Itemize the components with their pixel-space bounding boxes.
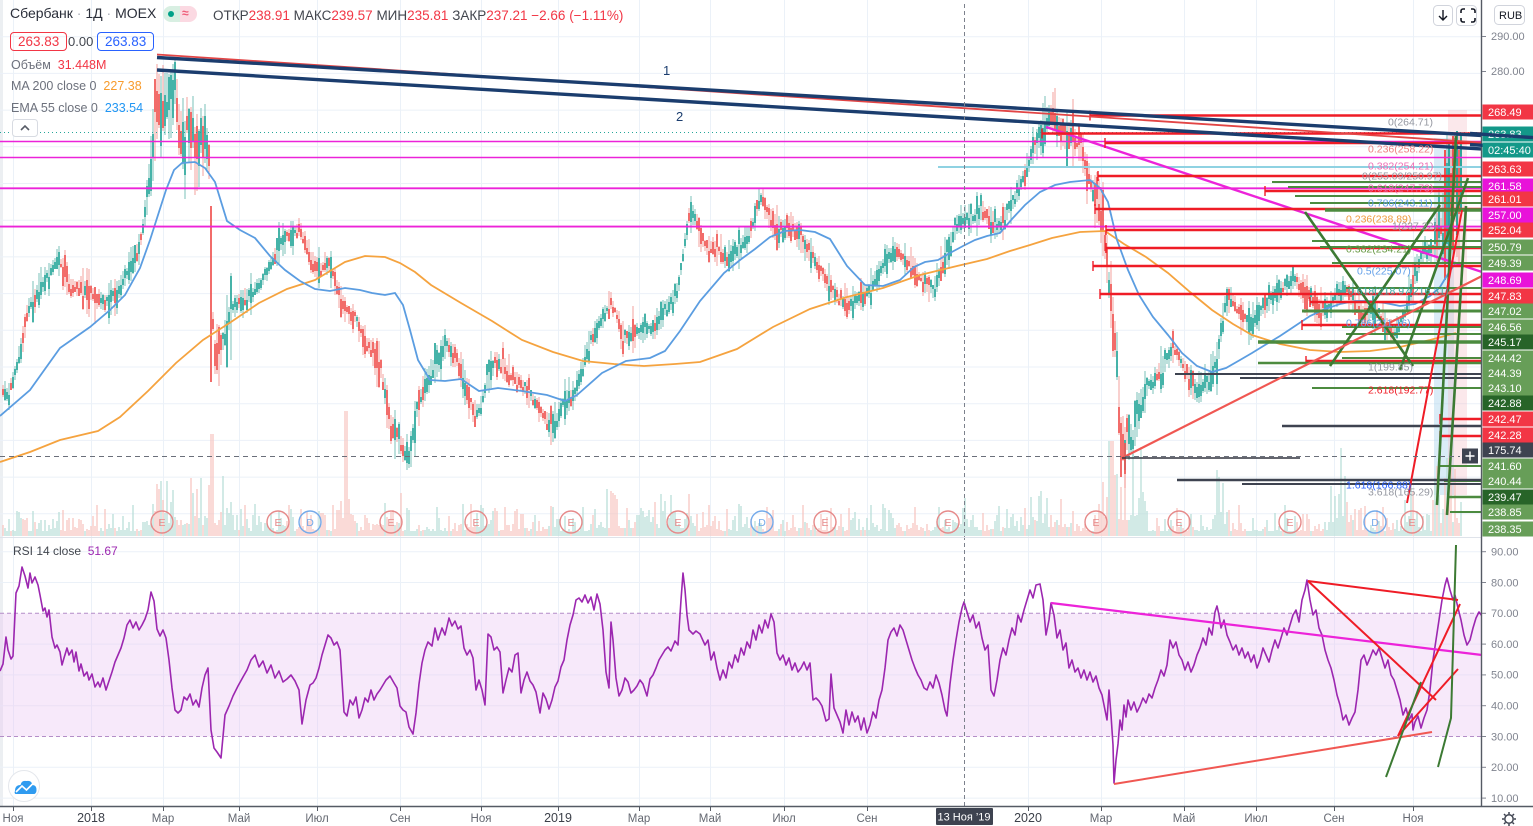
svg-text:249.39: 249.39 — [1488, 258, 1522, 270]
svg-text:Ноя: Ноя — [471, 813, 492, 825]
svg-text:238.35: 238.35 — [1488, 524, 1522, 536]
svg-text:Мар: Мар — [1090, 813, 1113, 825]
svg-text:Мар: Мар — [628, 813, 651, 825]
svg-text:20.00: 20.00 — [1491, 762, 1519, 774]
svg-text:1: 1 — [663, 63, 670, 78]
svg-text:243.10: 243.10 — [1488, 383, 1522, 395]
svg-text:1(199.85): 1(199.85) — [1368, 362, 1413, 374]
svg-text:Май: Май — [228, 813, 251, 825]
svg-text:D: D — [306, 517, 314, 529]
svg-text:0.618(247.73): 0.618(247.73) — [1368, 183, 1433, 195]
svg-text:247.02: 247.02 — [1488, 306, 1522, 318]
svg-text:1(237.22): 1(237.22) — [1392, 221, 1437, 233]
svg-text:268.49: 268.49 — [1488, 107, 1522, 119]
svg-text:2: 2 — [676, 109, 683, 124]
svg-text:241.60: 241.60 — [1488, 461, 1522, 473]
svg-text:Сен: Сен — [1323, 813, 1344, 825]
svg-text:Сен: Сен — [856, 813, 877, 825]
svg-text:0.786(211.16): 0.786(211.16) — [1346, 318, 1411, 330]
svg-text:D: D — [758, 517, 766, 529]
svg-text:261.01: 261.01 — [1488, 194, 1522, 206]
svg-text:Сен: Сен — [389, 813, 410, 825]
svg-text:E: E — [1286, 517, 1293, 529]
svg-text:240.44: 240.44 — [1488, 476, 1522, 488]
svg-text:242.88: 242.88 — [1488, 398, 1522, 410]
svg-text:0(255.09/250.97): 0(255.09/250.97) — [1362, 171, 1442, 183]
svg-text:246.56: 246.56 — [1488, 322, 1522, 334]
svg-text:2020: 2020 — [1014, 811, 1042, 825]
svg-text:E: E — [1175, 517, 1182, 529]
svg-text:E: E — [274, 517, 281, 529]
svg-text:40.00: 40.00 — [1491, 701, 1519, 713]
svg-text:2.618(192.77): 2.618(192.77) — [1368, 385, 1433, 397]
svg-text:E: E — [387, 517, 394, 529]
svg-text:2018: 2018 — [77, 811, 105, 825]
svg-text:263.63: 263.63 — [1488, 164, 1522, 176]
svg-text:261.58: 261.58 — [1488, 181, 1522, 193]
svg-text:E: E — [1408, 517, 1415, 529]
svg-text:Июл: Июл — [1244, 813, 1267, 825]
svg-text:242.47: 242.47 — [1488, 414, 1522, 426]
svg-text:E: E — [821, 517, 828, 529]
svg-text:1.618(166.88): 1.618(166.88) — [1346, 480, 1411, 492]
svg-text:175.74: 175.74 — [1488, 445, 1522, 457]
svg-text:Май: Май — [1173, 813, 1196, 825]
svg-text:0.618(218.97/216.31): 0.618(218.97/216.31) — [1348, 286, 1448, 298]
svg-text:242.28: 242.28 — [1488, 430, 1522, 442]
svg-text:0(264.71): 0(264.71) — [1388, 117, 1433, 129]
svg-text:238.85: 238.85 — [1488, 507, 1522, 519]
svg-text:248.69: 248.69 — [1488, 275, 1522, 287]
svg-text:0.5(225.07): 0.5(225.07) — [1357, 266, 1411, 278]
svg-text:0.786(243.11): 0.786(243.11) — [1368, 198, 1433, 210]
svg-text:02:45:40: 02:45:40 — [1488, 145, 1531, 157]
svg-text:245.17: 245.17 — [1488, 337, 1522, 349]
svg-text:E: E — [472, 517, 479, 529]
svg-text:3.618(165.29): 3.618(165.29) — [1368, 487, 1433, 499]
svg-text:0.236(238.89): 0.236(238.89) — [1346, 214, 1411, 226]
svg-text:250.79: 250.79 — [1488, 242, 1522, 254]
svg-text:Ноя: Ноя — [1403, 813, 1424, 825]
svg-text:60.00: 60.00 — [1491, 639, 1519, 651]
svg-text:290.00: 290.00 — [1491, 31, 1525, 43]
svg-text:Ноя: Ноя — [3, 813, 24, 825]
svg-text:239.47: 239.47 — [1488, 492, 1522, 504]
svg-text:0.382(234.21): 0.382(234.21) — [1346, 244, 1411, 256]
svg-text:90.00: 90.00 — [1491, 547, 1519, 559]
svg-text:E: E — [1092, 517, 1099, 529]
svg-text:247.83: 247.83 — [1488, 291, 1522, 303]
svg-text:RUB: RUB — [1499, 10, 1522, 22]
svg-text:244.39: 244.39 — [1488, 368, 1522, 380]
svg-text:70.00: 70.00 — [1491, 608, 1519, 620]
svg-text:D: D — [1371, 517, 1379, 529]
svg-text:10.00: 10.00 — [1491, 793, 1519, 805]
svg-text:Июл: Июл — [772, 813, 795, 825]
svg-text:Июл: Июл — [305, 813, 328, 825]
svg-text:80.00: 80.00 — [1491, 577, 1519, 589]
svg-text:280.00: 280.00 — [1491, 66, 1525, 78]
svg-text:0.236(258.22): 0.236(258.22) — [1368, 144, 1433, 156]
svg-text:Мар: Мар — [152, 813, 175, 825]
svg-text:244.42: 244.42 — [1488, 353, 1522, 365]
svg-text:E: E — [674, 517, 681, 529]
svg-text:E: E — [567, 517, 574, 529]
svg-text:Май: Май — [699, 813, 722, 825]
svg-text:E: E — [158, 517, 165, 529]
svg-text:257.00: 257.00 — [1488, 210, 1522, 222]
svg-text:30.00: 30.00 — [1491, 731, 1519, 743]
svg-text:50.00: 50.00 — [1491, 670, 1519, 682]
svg-text:2019: 2019 — [544, 811, 572, 825]
svg-text:252.04: 252.04 — [1488, 225, 1522, 237]
svg-text:0.382(254.21): 0.382(254.21) — [1368, 161, 1433, 173]
svg-text:13 Ноя ’19: 13 Ноя ’19 — [937, 812, 990, 824]
svg-text:E: E — [944, 517, 951, 529]
